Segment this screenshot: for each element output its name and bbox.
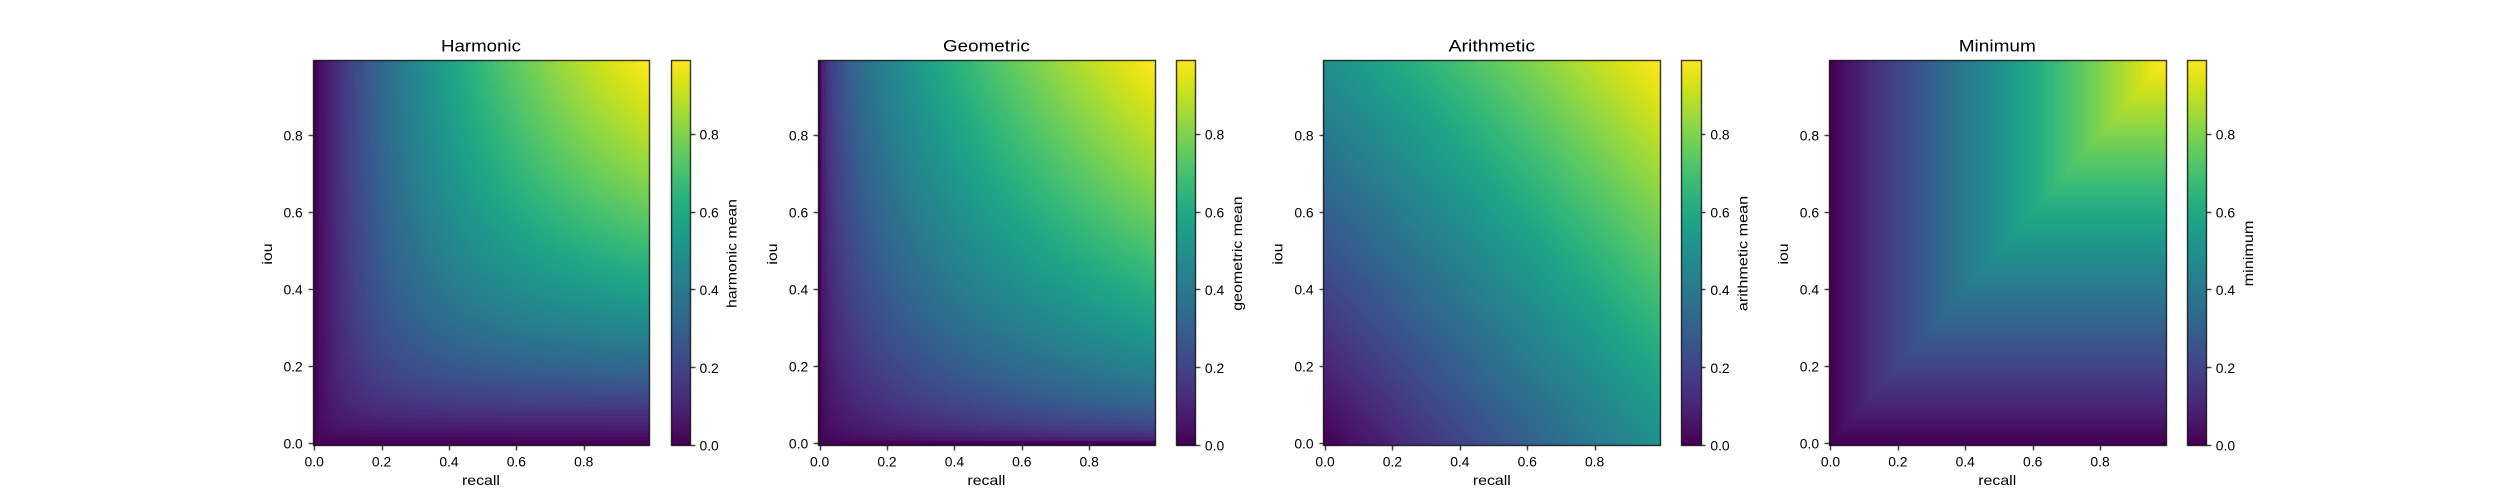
svg-text:0.6: 0.6 — [507, 453, 527, 469]
svg-text:Harmonic: Harmonic — [441, 37, 521, 56]
svg-text:0.0: 0.0 — [2216, 438, 2236, 454]
svg-text:0.4: 0.4 — [945, 453, 965, 469]
svg-text:0.6: 0.6 — [1294, 205, 1314, 221]
svg-text:0.0: 0.0 — [1294, 436, 1314, 452]
svg-text:minimum: minimum — [2240, 221, 2256, 287]
svg-text:0.2: 0.2 — [372, 453, 392, 469]
svg-text:iou: iou — [259, 243, 275, 264]
svg-text:0.4: 0.4 — [1710, 282, 1730, 298]
svg-text:0.0: 0.0 — [1800, 436, 1820, 452]
svg-text:0.2: 0.2 — [1383, 453, 1403, 469]
svg-text:0.8: 0.8 — [699, 126, 719, 142]
svg-text:0.2: 0.2 — [789, 359, 809, 375]
svg-text:arithmetic mean: arithmetic mean — [1734, 196, 1750, 311]
svg-text:0.2: 0.2 — [877, 453, 897, 469]
svg-text:0.2: 0.2 — [1710, 360, 1730, 376]
svg-text:iou: iou — [764, 243, 780, 264]
svg-text:recall: recall — [1978, 472, 2016, 488]
svg-text:0.8: 0.8 — [1800, 128, 1820, 144]
svg-text:0.6: 0.6 — [1800, 205, 1820, 221]
svg-text:0.0: 0.0 — [1315, 453, 1335, 469]
svg-text:0.4: 0.4 — [699, 282, 719, 298]
svg-text:0.4: 0.4 — [789, 282, 809, 298]
svg-text:0.6: 0.6 — [1710, 204, 1730, 220]
svg-text:0.6: 0.6 — [1518, 453, 1538, 469]
svg-text:0.4: 0.4 — [2216, 282, 2236, 298]
svg-text:Geometric: Geometric — [943, 37, 1030, 56]
svg-text:0.4: 0.4 — [1800, 282, 1820, 298]
svg-text:0.6: 0.6 — [2023, 453, 2043, 469]
svg-text:0.8: 0.8 — [1080, 453, 1100, 469]
svg-text:0.8: 0.8 — [283, 128, 303, 144]
svg-text:0.2: 0.2 — [2216, 360, 2236, 376]
svg-text:0.2: 0.2 — [1800, 359, 1820, 375]
svg-text:iou: iou — [1775, 243, 1791, 264]
svg-text:0.4: 0.4 — [439, 453, 459, 469]
svg-text:0.2: 0.2 — [1294, 359, 1314, 375]
svg-text:0.0: 0.0 — [1821, 453, 1841, 469]
svg-text:0.2: 0.2 — [283, 359, 303, 375]
svg-text:0.8: 0.8 — [1585, 453, 1605, 469]
svg-text:0.6: 0.6 — [699, 204, 719, 220]
svg-text:iou: iou — [1270, 243, 1286, 264]
svg-text:0.6: 0.6 — [1205, 204, 1225, 220]
svg-text:0.6: 0.6 — [283, 205, 303, 221]
svg-text:0.0: 0.0 — [789, 436, 809, 452]
svg-text:0.4: 0.4 — [1294, 282, 1314, 298]
svg-text:recall: recall — [1473, 472, 1511, 488]
svg-text:0.4: 0.4 — [1205, 282, 1225, 298]
svg-text:0.2: 0.2 — [699, 360, 719, 376]
svg-text:0.8: 0.8 — [789, 128, 809, 144]
svg-text:0.2: 0.2 — [1888, 453, 1908, 469]
svg-text:0.0: 0.0 — [1710, 438, 1730, 454]
svg-text:0.6: 0.6 — [2216, 204, 2236, 220]
svg-text:0.4: 0.4 — [283, 282, 303, 298]
svg-text:0.6: 0.6 — [1012, 453, 1032, 469]
svg-text:0.8: 0.8 — [2216, 126, 2236, 142]
svg-text:recall: recall — [462, 472, 500, 488]
svg-text:geometric mean: geometric mean — [1229, 196, 1245, 310]
svg-text:0.0: 0.0 — [1205, 438, 1225, 454]
svg-text:0.8: 0.8 — [1710, 126, 1730, 142]
svg-text:0.0: 0.0 — [283, 436, 303, 452]
svg-text:0.2: 0.2 — [1205, 360, 1225, 376]
svg-text:Minimum: Minimum — [1959, 37, 2036, 56]
svg-text:0.8: 0.8 — [1294, 128, 1314, 144]
svg-text:0.0: 0.0 — [699, 438, 719, 454]
svg-text:0.0: 0.0 — [305, 453, 325, 469]
svg-text:0.8: 0.8 — [2090, 453, 2110, 469]
svg-text:0.8: 0.8 — [574, 453, 594, 469]
svg-text:0.4: 0.4 — [1956, 453, 1976, 469]
svg-text:recall: recall — [967, 472, 1005, 488]
svg-text:0.6: 0.6 — [789, 205, 809, 221]
svg-text:0.4: 0.4 — [1450, 453, 1470, 469]
svg-text:0.8: 0.8 — [1205, 126, 1225, 142]
svg-text:0.0: 0.0 — [810, 453, 830, 469]
svg-text:harmonic mean: harmonic mean — [724, 199, 740, 308]
svg-text:Arithmetic: Arithmetic — [1449, 37, 1536, 56]
